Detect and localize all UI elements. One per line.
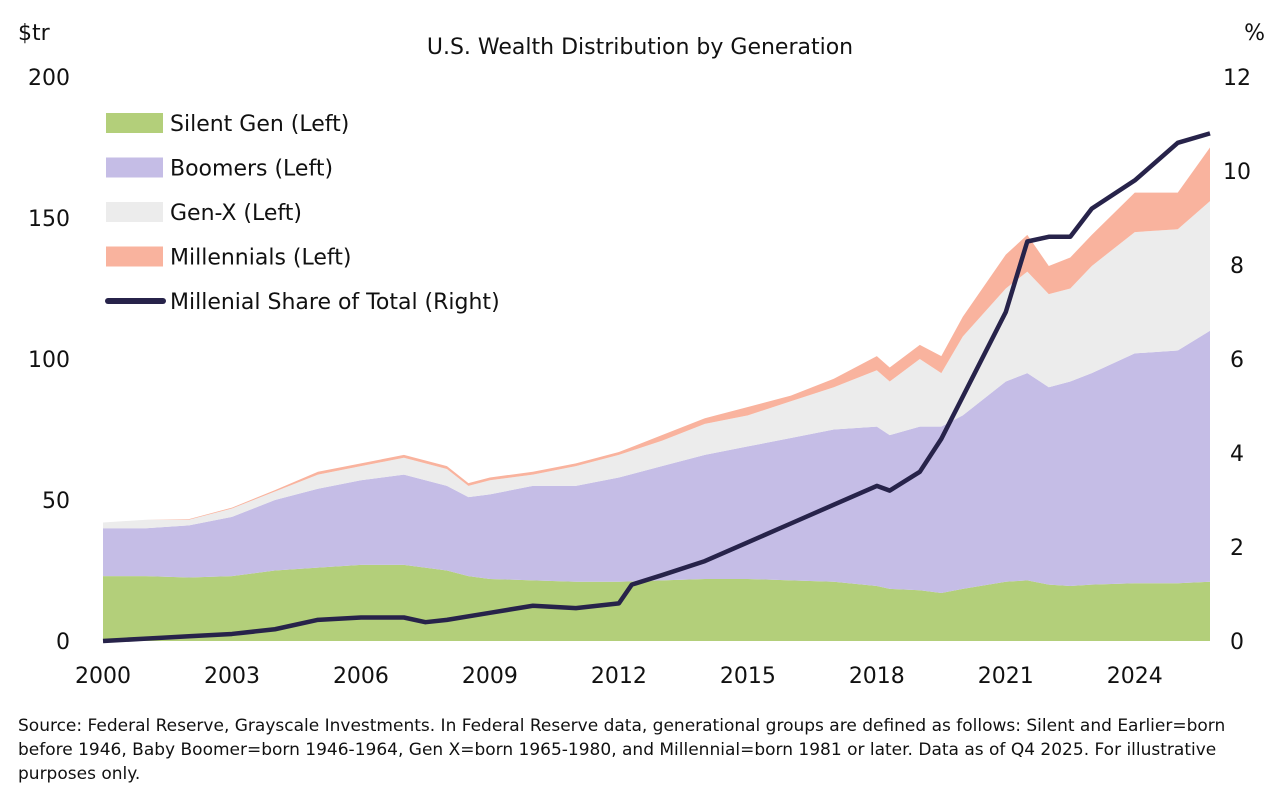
legend-swatch bbox=[106, 113, 163, 133]
legend-swatch bbox=[106, 202, 163, 222]
x-tick-label: 2009 bbox=[462, 664, 518, 689]
left-tick-label: 150 bbox=[28, 207, 70, 232]
x-tick-label: 2018 bbox=[849, 664, 905, 689]
left-tick-label: 200 bbox=[28, 66, 70, 91]
right-tick-label: 10 bbox=[1223, 160, 1251, 185]
legend-label: Boomers (Left) bbox=[170, 157, 333, 182]
x-tick-label: 2021 bbox=[978, 664, 1034, 689]
right-tick-label: 2 bbox=[1230, 536, 1244, 561]
legend-swatch bbox=[106, 157, 163, 178]
right-tick-label: 12 bbox=[1223, 66, 1251, 91]
chart-title: U.S. Wealth Distribution by Generation bbox=[427, 35, 853, 60]
legend-label: Millenial Share of Total (Right) bbox=[170, 290, 500, 315]
source-note: Source: Federal Reserve, Grayscale Inves… bbox=[18, 716, 1226, 784]
left-tick-label: 50 bbox=[42, 489, 70, 514]
x-tick-label: 2006 bbox=[333, 664, 389, 689]
area-boomers-left bbox=[103, 330, 1210, 594]
right-tick-label: 8 bbox=[1230, 254, 1244, 279]
legend-label: Gen-X (Left) bbox=[170, 201, 302, 226]
line-millennial-share bbox=[102, 131, 1211, 644]
right-axis-unit: % bbox=[1244, 21, 1265, 46]
legend-label: Millennials (Left) bbox=[170, 246, 351, 271]
right-tick-label: 4 bbox=[1230, 442, 1244, 467]
legend-label: Silent Gen (Left) bbox=[170, 112, 349, 137]
x-tick-label: 2000 bbox=[75, 664, 131, 689]
left-axis-unit: $tr bbox=[18, 21, 51, 46]
x-tick-label: 2003 bbox=[204, 664, 260, 689]
area-silent-gen-left bbox=[103, 564, 1210, 641]
legend-swatch bbox=[106, 246, 163, 267]
left-tick-label: 100 bbox=[28, 348, 70, 373]
legend: Silent Gen (Left) Boomers (Left) Gen-X (Le… bbox=[105, 112, 500, 315]
left-tick-label: 0 bbox=[56, 630, 70, 655]
x-tick-label: 2015 bbox=[720, 664, 776, 689]
right-tick-label: 6 bbox=[1230, 348, 1244, 373]
x-tick-label: 2012 bbox=[591, 664, 647, 689]
area-gen-x-left bbox=[103, 201, 1210, 529]
x-tick-label: 2024 bbox=[1107, 664, 1163, 689]
right-tick-label: 0 bbox=[1230, 630, 1244, 655]
